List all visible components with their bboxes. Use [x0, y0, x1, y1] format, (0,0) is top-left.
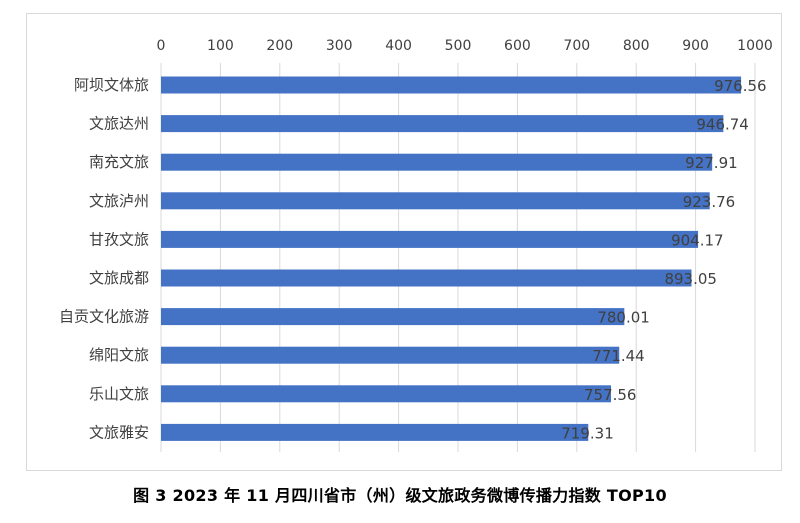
- category-label: 乐山文旅: [89, 385, 149, 403]
- x-tick-label: 900: [682, 38, 709, 54]
- bar: [161, 153, 713, 171]
- data-label: 719.31: [561, 424, 614, 442]
- data-label: 771.44: [592, 347, 645, 365]
- category-label: 文旅泸州: [89, 192, 149, 210]
- data-label: 893.05: [664, 270, 717, 288]
- bar: [161, 423, 589, 441]
- data-label: 780.01: [597, 309, 650, 327]
- x-tick-label: 500: [445, 38, 472, 54]
- bar: [161, 115, 724, 133]
- category-labels: 阿坝文体旅文旅达州南充文旅文旅泸州甘孜文旅文旅成都自贡文化旅游绵阳文旅乐山文旅文…: [59, 76, 149, 441]
- bar: [161, 192, 710, 210]
- x-tick-label: 400: [385, 38, 412, 54]
- x-tick-label: 800: [623, 38, 650, 54]
- data-label: 904.17: [671, 231, 724, 249]
- bar: [161, 308, 625, 326]
- category-label: 文旅成都: [89, 269, 149, 287]
- x-tick-label: 300: [326, 38, 353, 54]
- x-tick-label: 1000: [737, 38, 773, 54]
- data-label: 946.74: [696, 116, 749, 134]
- category-label: 自贡文化旅游: [59, 308, 149, 326]
- data-label: 927.91: [685, 154, 738, 172]
- bars: [161, 76, 742, 441]
- x-tick-label: 700: [563, 38, 590, 54]
- category-label: 阿坝文体旅: [74, 76, 149, 94]
- bar: [161, 269, 692, 287]
- category-label: 南充文旅: [89, 153, 149, 171]
- figure-caption: 图 3 2023 年 11 月四川省市（州）级文旅政务微博传播力指数 TOP10: [133, 486, 667, 505]
- data-label: 976.56: [714, 77, 767, 95]
- category-label: 甘孜文旅: [89, 230, 149, 248]
- data-labels: 976.56 946.74 927.91 923.76 904.17 893.05 780.…: [561, 77, 766, 442]
- bar: [161, 230, 699, 248]
- category-label: 文旅达州: [89, 115, 149, 133]
- data-label: 757.56: [584, 386, 637, 404]
- bar: [161, 346, 620, 364]
- bar: [161, 76, 742, 94]
- x-tick-label: 100: [207, 38, 234, 54]
- category-label: 文旅雅安: [89, 423, 149, 441]
- x-tick-label: 200: [266, 38, 293, 54]
- data-label: 923.76: [683, 193, 736, 211]
- x-axis-ticks: 0 100 200 300 400 500 600 700 800 900 1000: [157, 38, 773, 54]
- category-label: 绵阳文旅: [89, 346, 149, 364]
- x-tick-label: 600: [504, 38, 531, 54]
- x-tick-label: 0: [157, 38, 166, 54]
- bar: [161, 385, 611, 403]
